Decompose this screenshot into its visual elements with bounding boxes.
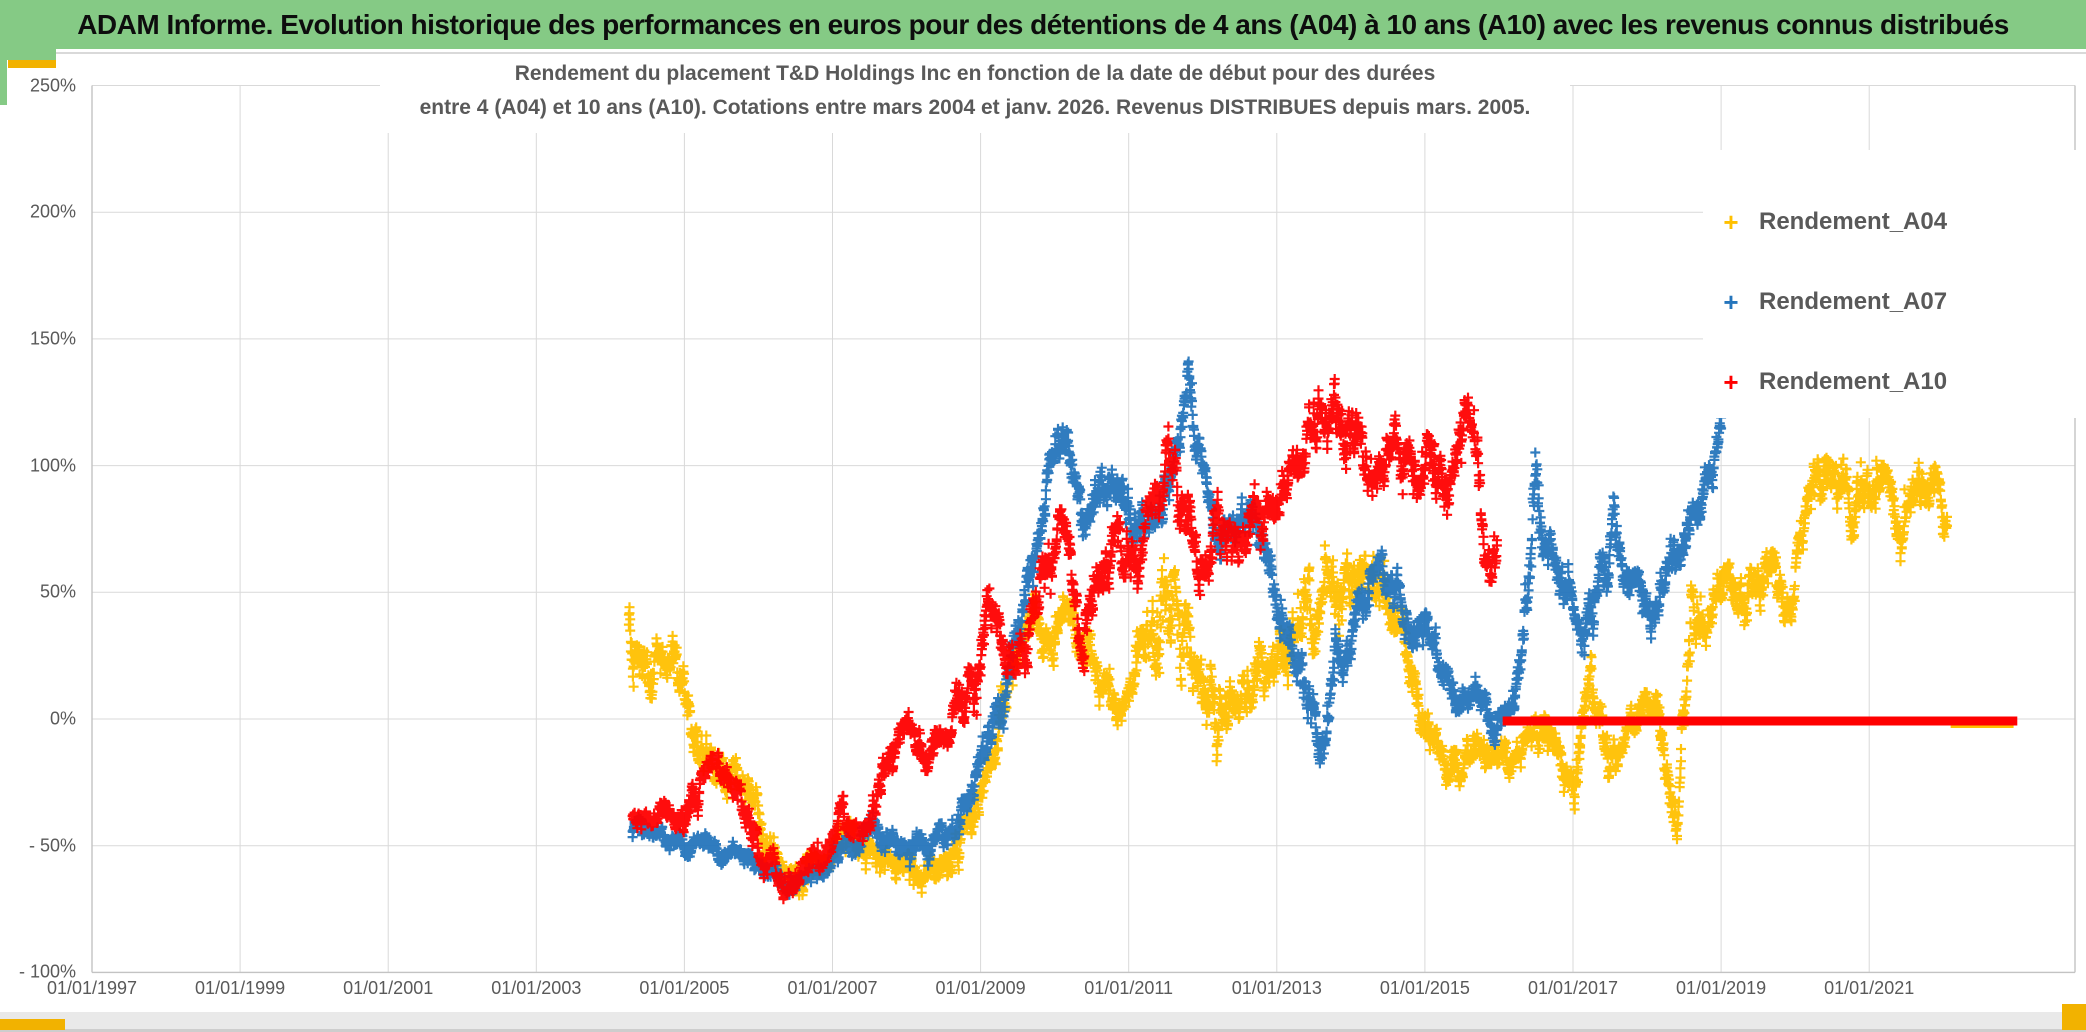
gold-accent-top-left	[8, 60, 56, 68]
series-Rendement_A10	[627, 374, 1502, 905]
x-tick-label: 01/01/2013	[1231, 978, 1322, 998]
left-edge-sliver	[0, 49, 7, 105]
header-title: ADAM Informe. Evolution historique des p…	[77, 8, 2009, 40]
x-tick-label: 01/01/2003	[491, 978, 582, 998]
plus-marker-icon: +	[1723, 287, 1739, 317]
x-tick-label: 01/01/2015	[1379, 978, 1470, 998]
y-tick-label: - 50%	[28, 835, 76, 856]
legend-label: Rendement_A10	[1759, 368, 1948, 395]
y-tick-label: 200%	[29, 201, 76, 222]
header-left-stub	[0, 49, 56, 60]
x-tick-label: 01/01/2011	[1084, 978, 1174, 998]
y-tick-label: 0%	[49, 708, 76, 729]
bottom-strip	[0, 1012, 2086, 1032]
x-tick-label: 01/01/2005	[639, 978, 730, 998]
bottom-edge	[0, 1029, 2086, 1032]
series-Rendement_A07	[627, 356, 1727, 900]
legend: + Rendement_A04 + Rendement_A07 + Rendem…	[1703, 150, 2086, 418]
x-tick-label: 01/01/2001	[343, 978, 434, 998]
legend-item-a04: + Rendement_A04	[1703, 202, 2086, 242]
series-Rendement_A04	[623, 452, 1952, 901]
x-tick-label: 01/01/1999	[195, 978, 286, 998]
plus-marker-icon: +	[1723, 207, 1739, 237]
x-tick-label: 01/01/2007	[787, 978, 878, 998]
x-tick-label: 01/01/2017	[1527, 978, 1619, 998]
x-tick-label: 01/01/2009	[935, 978, 1026, 998]
y-tick-label: 100%	[29, 455, 76, 476]
legend-item-a07: + Rendement_A07	[1703, 282, 2086, 322]
legend-label: Rendement_A07	[1759, 288, 1948, 315]
x-tick-label: 01/01/2021	[1824, 978, 1915, 998]
y-tick-label: 50%	[39, 581, 76, 602]
x-tick-label: 01/01/1997	[46, 978, 138, 998]
chart-title: Rendement du placement T&D Holdings Inc …	[380, 57, 1570, 133]
legend-item-a10: + Rendement_A10	[1703, 362, 2086, 402]
gold-accent-bottom-right	[2062, 1004, 2086, 1030]
y-tick-label: 150%	[29, 328, 76, 349]
gold-accent-bottom-left	[0, 1019, 65, 1030]
legend-label: Rendement_A04	[1759, 208, 1948, 235]
y-tick-label: 250%	[29, 75, 76, 95]
y-tick-label: - 100%	[18, 961, 76, 982]
plus-marker-icon: +	[1723, 367, 1739, 397]
header-divider	[0, 52, 2086, 54]
header-banner: ADAM Informe. Evolution historique des p…	[0, 0, 2086, 49]
chart-title-line1: Rendement du placement T&D Holdings Inc …	[514, 62, 1436, 85]
chart-title-line2: entre 4 (A04) et 10 ans (A10). Cotations…	[419, 96, 1531, 119]
x-tick-label: 01/01/2019	[1676, 978, 1767, 998]
